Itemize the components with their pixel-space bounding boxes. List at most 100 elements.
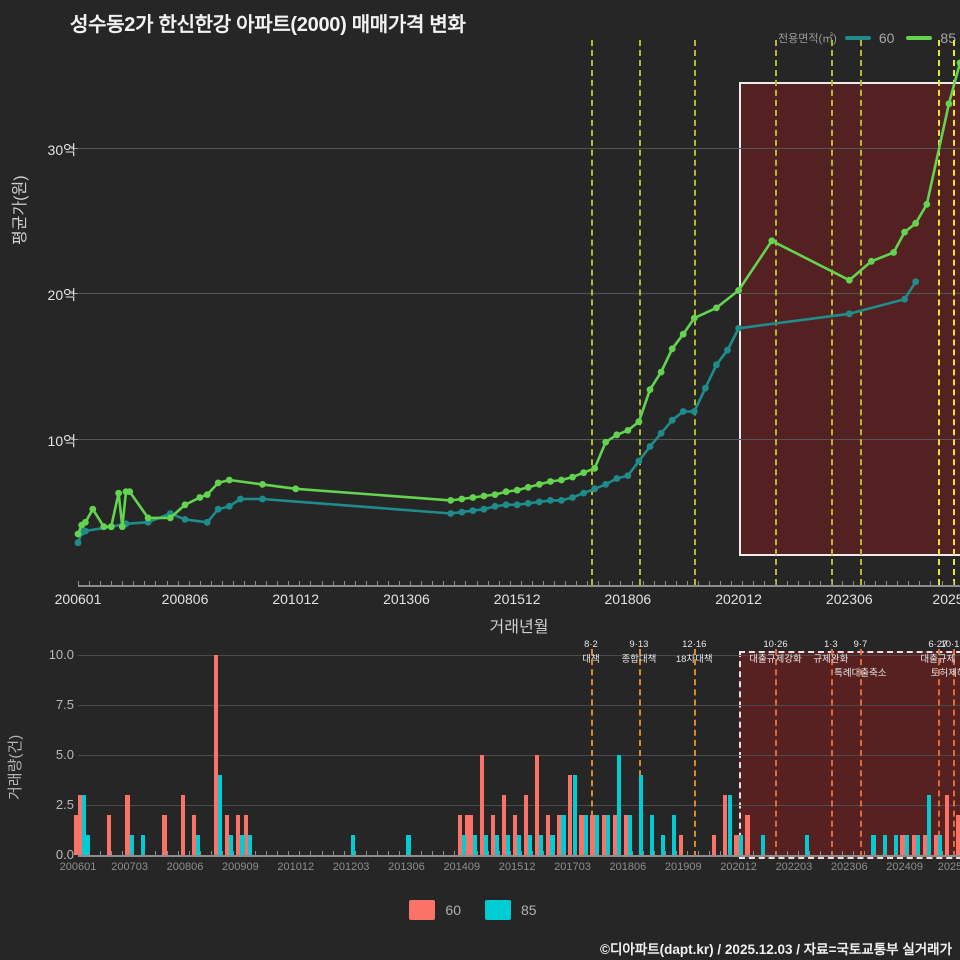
- main-y-tickmark: [71, 147, 78, 149]
- bar-x-minor-tick: [487, 851, 489, 855]
- bar-x-tick-label: 200601: [59, 861, 97, 873]
- bar-y-tick-label: 5.0: [55, 747, 74, 762]
- bar-gridline: [78, 655, 960, 656]
- main-x-minor-tick: [720, 581, 722, 585]
- data-point-60: [447, 510, 455, 517]
- main-x-tick-label: 201806: [604, 591, 652, 607]
- bar-x-minor-tick: [697, 851, 699, 855]
- data-point-60: [491, 502, 499, 510]
- bar-x-minor-tick: [631, 851, 633, 855]
- data-point-85: [569, 473, 576, 481]
- bar-x-minor-tick: [731, 851, 733, 855]
- policy-marker-line: [590, 40, 593, 585]
- volume-bar-85: [247, 835, 252, 855]
- bar-x-tick-label: 200703: [111, 861, 149, 873]
- volume-bar-60: [162, 815, 167, 855]
- bar-x-minor-tick: [244, 851, 246, 855]
- bar-x-tick-label: 200806: [166, 861, 204, 873]
- main-x-axis: 거래년월 200601 200806 201012 201306 201512 20180…: [55, 581, 960, 636]
- data-point-85: [181, 501, 189, 509]
- main-y-axis-title: 평균가(원): [12, 175, 29, 245]
- bar-y-tick-label: 2.5: [55, 797, 74, 812]
- policy-marker-line: [775, 40, 778, 585]
- data-point-60: [524, 499, 532, 507]
- volume-bar-60: [712, 835, 717, 855]
- volume-bar-60: [612, 815, 617, 855]
- volume-bar-85: [760, 835, 765, 855]
- data-point-60: [569, 494, 576, 501]
- data-point-60: [602, 481, 610, 488]
- main-x-tick-label: 202306: [825, 591, 873, 607]
- policy-marker-line: [694, 40, 697, 585]
- bar-x-tick-label: 202012: [720, 861, 757, 873]
- legend-swatch-60: [844, 36, 871, 40]
- policy-marker-line: [830, 40, 833, 585]
- volume-bar-85: [893, 835, 898, 855]
- main-x-minor-tick: [111, 581, 113, 585]
- policy-annotation-label: 토허제해제: [930, 668, 960, 679]
- data-point-60: [469, 507, 477, 514]
- main-x-tick-label: 201512: [493, 591, 541, 607]
- data-point-60: [646, 443, 654, 450]
- data-point-85: [469, 494, 477, 501]
- bar-x-minor-tick: [830, 851, 832, 855]
- bar-x-minor-tick: [111, 851, 113, 855]
- data-point-85: [203, 491, 211, 498]
- bar-x-minor-tick: [89, 851, 91, 855]
- main-x-minor-tick: [476, 581, 478, 585]
- main-x-minor-tick: [443, 581, 445, 585]
- main-x-minor-tick: [852, 581, 854, 585]
- bar-x-minor-tick: [387, 851, 389, 855]
- bar-gridline: [78, 755, 960, 756]
- policy-annotation-title: 6·27: [928, 639, 948, 650]
- data-point-85: [259, 481, 266, 488]
- main-x-minor-tick: [133, 581, 135, 585]
- bar-x-minor-tick: [609, 851, 611, 855]
- policy-annotation-label: 18차대책: [675, 654, 713, 665]
- bar-x-minor-tick: [476, 851, 478, 855]
- volume-bar-60: [944, 795, 949, 855]
- volume-bar-85: [550, 835, 555, 855]
- data-point-85: [225, 476, 233, 484]
- bar-x-minor-tick: [808, 851, 810, 855]
- bar-gridline: [78, 805, 960, 806]
- bar-x-minor-tick: [332, 851, 334, 855]
- bar-x-tick-label: 200909: [222, 861, 259, 873]
- policy-annotation-title: 10·26: [763, 639, 788, 650]
- main-x-minor-tick: [642, 581, 644, 585]
- main-x-tick-label: 201012: [272, 591, 320, 607]
- bar-x-minor-tick: [432, 851, 434, 855]
- bar-x-minor-tick: [653, 851, 655, 855]
- volume-bar-85: [572, 775, 577, 855]
- main-x-minor-tick: [177, 581, 179, 585]
- bar-x-minor-tick: [509, 851, 511, 855]
- bar-x-minor-tick: [620, 851, 622, 855]
- main-y-tickmark: [71, 439, 78, 441]
- policy-annotation-label: 규제완화: [813, 654, 849, 665]
- bar-x-minor-tick: [122, 851, 124, 855]
- page-title: 성수동2가 한신한강 아파트(2000) 매매가격 변화: [70, 14, 466, 36]
- main-x-minor-tick: [520, 581, 522, 585]
- bar-legend-name-85[interactable]: 85: [521, 902, 537, 918]
- legend-name-60[interactable]: 60: [878, 30, 895, 46]
- bar-x-minor-tick: [421, 851, 423, 855]
- data-point-85: [89, 505, 97, 513]
- policy-marker-line: [937, 649, 940, 857]
- main-x-tick-label: 2025: [932, 591, 960, 607]
- bar-x-minor-tick: [443, 851, 445, 855]
- policy-marker-line: [830, 649, 833, 857]
- data-point-85: [668, 345, 676, 353]
- main-x-minor-tick: [830, 581, 832, 585]
- legend-name-85[interactable]: 85: [940, 30, 956, 46]
- main-x-minor-tick: [122, 581, 124, 585]
- data-point-85: [901, 228, 908, 236]
- data-point-60: [690, 408, 698, 415]
- main-series-layer: [74, 59, 960, 547]
- volume-bar-60: [601, 815, 606, 855]
- bar-legend-name-60[interactable]: 60: [445, 902, 461, 918]
- volume-bar-60: [225, 815, 230, 855]
- bar-x-tick-label: 202306: [830, 861, 868, 873]
- bar-x-minor-tick: [210, 851, 212, 855]
- volume-bar-85: [616, 755, 621, 855]
- data-point-60: [591, 485, 599, 493]
